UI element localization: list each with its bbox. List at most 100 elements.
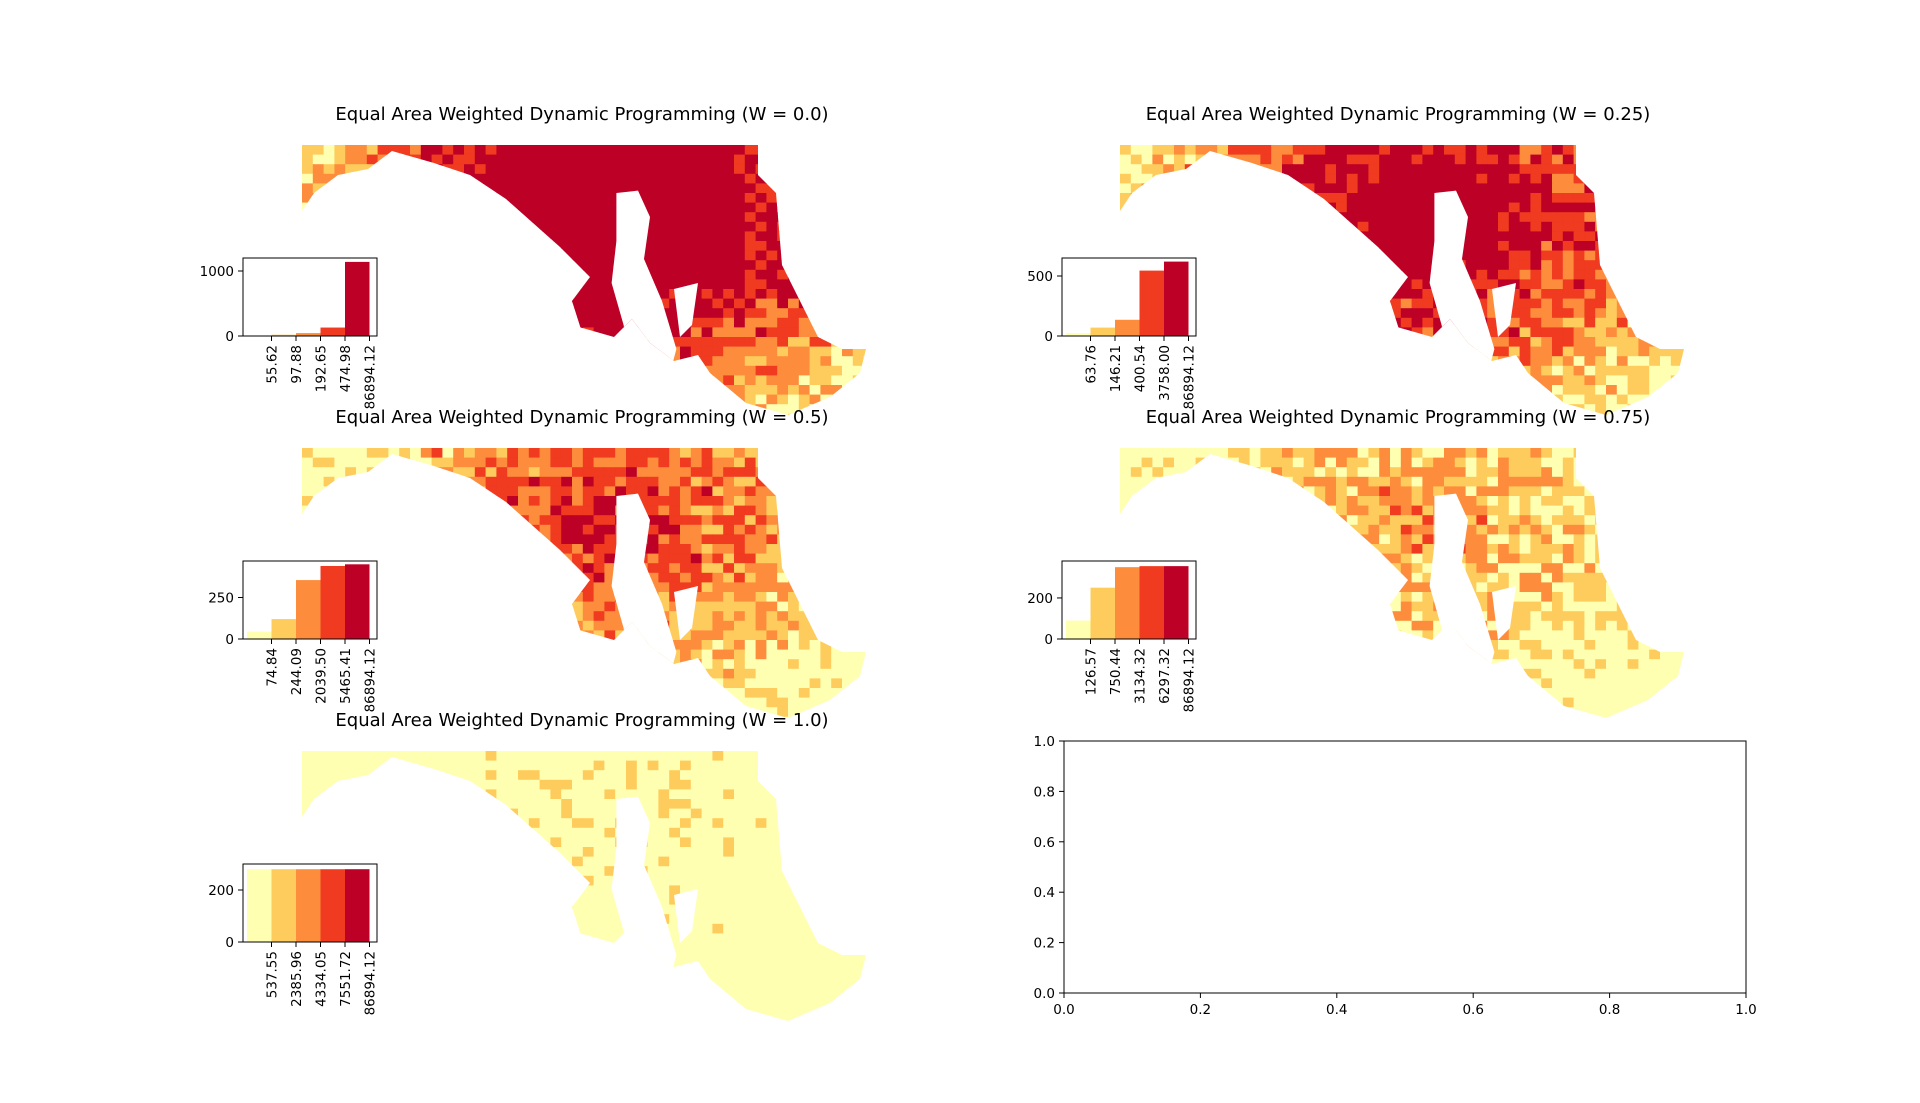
map-cell bbox=[863, 173, 867, 184]
map-cell bbox=[302, 164, 314, 175]
map-cell bbox=[658, 572, 670, 583]
map-cell bbox=[1422, 241, 1434, 252]
map-cell bbox=[464, 231, 476, 242]
map-cell bbox=[669, 183, 681, 194]
map-cell bbox=[1444, 164, 1456, 175]
map-cell bbox=[734, 563, 746, 574]
map-cell bbox=[1681, 193, 1685, 204]
map-cell bbox=[582, 659, 595, 670]
map-cell bbox=[842, 668, 854, 679]
map-cell bbox=[1616, 241, 1629, 252]
map-cell bbox=[410, 241, 422, 252]
map-cell bbox=[658, 467, 670, 478]
map-cell bbox=[723, 476, 735, 487]
map-cell bbox=[1400, 260, 1413, 271]
map-cell bbox=[1508, 231, 1521, 242]
map-cell bbox=[1217, 476, 1229, 487]
map-cell bbox=[874, 477, 885, 487]
map-cell bbox=[809, 375, 821, 386]
map-cell bbox=[863, 534, 867, 545]
map-cell bbox=[1476, 365, 1488, 376]
map-cell bbox=[323, 279, 335, 290]
map-cell bbox=[1584, 154, 1596, 165]
map-cell bbox=[485, 231, 497, 242]
map-cell bbox=[1444, 173, 1456, 184]
map-cell bbox=[302, 385, 314, 396]
map-cell bbox=[744, 563, 757, 574]
map-cell bbox=[1271, 164, 1283, 175]
map-cell bbox=[1552, 193, 1564, 204]
map-cell bbox=[1476, 385, 1488, 396]
map-cell bbox=[453, 298, 465, 309]
map-cell bbox=[345, 486, 357, 497]
map-cell bbox=[582, 496, 595, 507]
map-cell bbox=[1357, 221, 1369, 232]
map-cell bbox=[1292, 154, 1305, 165]
map-cell bbox=[766, 241, 778, 252]
map-cell bbox=[852, 394, 865, 405]
map-cell bbox=[593, 337, 605, 348]
map-cell bbox=[550, 659, 562, 670]
map-cell bbox=[420, 592, 433, 603]
map-cell bbox=[550, 394, 562, 405]
map-cell bbox=[507, 534, 519, 545]
map-cell bbox=[863, 505, 867, 516]
map-cell bbox=[1562, 164, 1575, 175]
map-cell bbox=[798, 697, 811, 708]
map-cell bbox=[723, 183, 735, 194]
map-cell bbox=[712, 202, 724, 213]
map-cell bbox=[518, 154, 530, 165]
map-cell bbox=[1130, 476, 1143, 487]
map-cell bbox=[777, 553, 789, 564]
map-cell bbox=[766, 212, 778, 223]
map-cell bbox=[798, 250, 811, 261]
map-cell bbox=[420, 505, 433, 516]
map-cell bbox=[431, 202, 443, 213]
map-cell bbox=[1238, 337, 1251, 348]
map-cell bbox=[690, 202, 703, 213]
map-cell bbox=[1681, 356, 1685, 367]
map-cell bbox=[744, 620, 757, 631]
map-cell bbox=[1627, 279, 1639, 290]
map-cell bbox=[1346, 337, 1359, 348]
map-cell bbox=[550, 385, 562, 396]
map-cell bbox=[863, 356, 867, 367]
map-cell bbox=[615, 448, 627, 459]
map-cell bbox=[669, 563, 681, 574]
map-cell bbox=[420, 678, 433, 689]
map-cell bbox=[539, 697, 551, 708]
map-cell bbox=[1649, 394, 1661, 405]
map-cell bbox=[1649, 279, 1661, 290]
map-cell bbox=[464, 346, 476, 357]
map-cell bbox=[1573, 193, 1585, 204]
map-cell bbox=[1336, 337, 1348, 348]
map-cell bbox=[1336, 467, 1348, 478]
map-cell bbox=[582, 448, 595, 459]
map-cell bbox=[863, 640, 867, 651]
map-cell bbox=[485, 202, 497, 213]
map-cell bbox=[1325, 202, 1337, 213]
map-cell bbox=[474, 365, 487, 376]
map-cell bbox=[1368, 212, 1380, 223]
map-cell bbox=[539, 145, 551, 156]
map-cell bbox=[626, 640, 638, 651]
map-cell bbox=[496, 592, 508, 603]
map-cell bbox=[1660, 375, 1672, 386]
map-cell bbox=[766, 145, 778, 156]
map-cell bbox=[1552, 231, 1564, 242]
map-cell bbox=[1303, 327, 1315, 338]
map-cell bbox=[1562, 154, 1575, 165]
map-cell bbox=[701, 697, 713, 708]
map-cell bbox=[1163, 164, 1175, 175]
map-cell bbox=[1238, 298, 1251, 309]
map-cell bbox=[1487, 221, 1499, 232]
map-cell bbox=[572, 544, 584, 555]
map-cell bbox=[1595, 385, 1607, 396]
map-cell bbox=[366, 515, 379, 526]
map-cell bbox=[1228, 279, 1240, 290]
map-cell bbox=[680, 356, 692, 367]
map-cell bbox=[1660, 394, 1672, 405]
map-cell bbox=[604, 448, 616, 459]
map-cell bbox=[852, 202, 865, 213]
map-cell bbox=[690, 337, 703, 348]
